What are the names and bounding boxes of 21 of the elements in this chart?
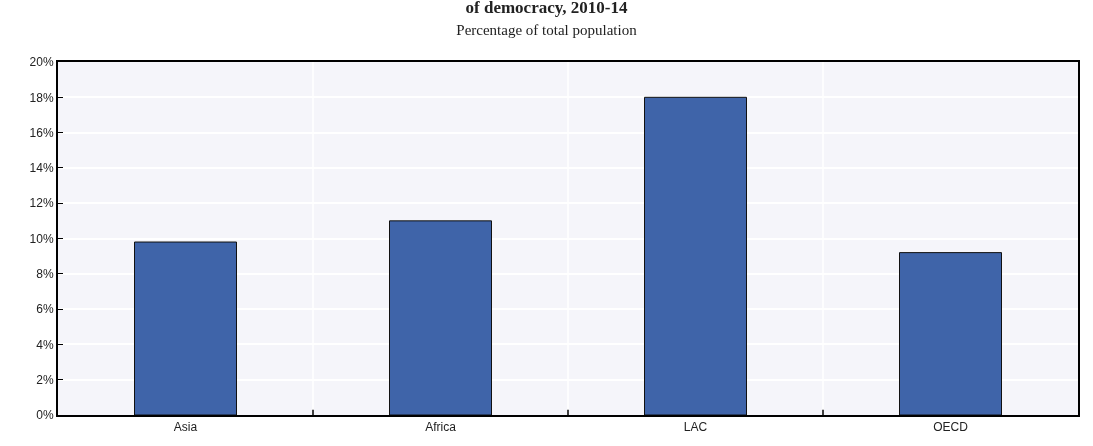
y-tick-label: 14%: [29, 161, 54, 176]
y-tick-label: 0%: [36, 408, 54, 423]
chart-title: of democracy, 2010-14: [465, 0, 628, 18]
x-tick-label: Africa: [425, 420, 457, 435]
y-tick-label: 4%: [36, 337, 54, 352]
bar: [899, 252, 1002, 415]
y-tick-label: 10%: [29, 231, 54, 246]
chart-subtitle: Percentage of total population: [456, 22, 638, 39]
y-tick-label: 8%: [36, 267, 54, 281]
x-tick-label: LAC: [683, 420, 708, 435]
y-tick-label: 12%: [29, 196, 54, 211]
x-tick-label: OECD: [933, 420, 969, 435]
bar: [134, 241, 237, 415]
y-tick-label: 20%: [29, 55, 54, 70]
x-tick-label: Asia: [173, 420, 198, 435]
bar: [644, 96, 747, 415]
y-tick-label: 18%: [29, 90, 54, 105]
y-tick-label: 16%: [29, 125, 54, 140]
bar: [389, 220, 492, 415]
y-tick-label: 6%: [36, 302, 54, 317]
y-tick-label: 2%: [36, 372, 54, 387]
